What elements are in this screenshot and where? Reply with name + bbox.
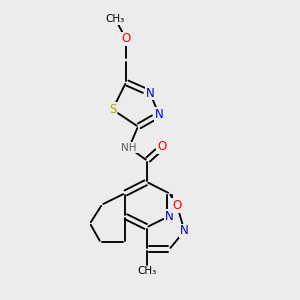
Text: O: O xyxy=(122,32,130,46)
Text: CH₃: CH₃ xyxy=(137,266,157,277)
Text: CH₃: CH₃ xyxy=(106,14,125,25)
Text: O: O xyxy=(158,140,166,154)
Text: N: N xyxy=(165,209,174,223)
Text: S: S xyxy=(109,103,116,116)
Text: O: O xyxy=(172,199,182,212)
Text: N: N xyxy=(154,108,164,121)
Text: N: N xyxy=(146,86,154,100)
Text: NH: NH xyxy=(121,142,137,153)
Text: N: N xyxy=(180,224,189,238)
